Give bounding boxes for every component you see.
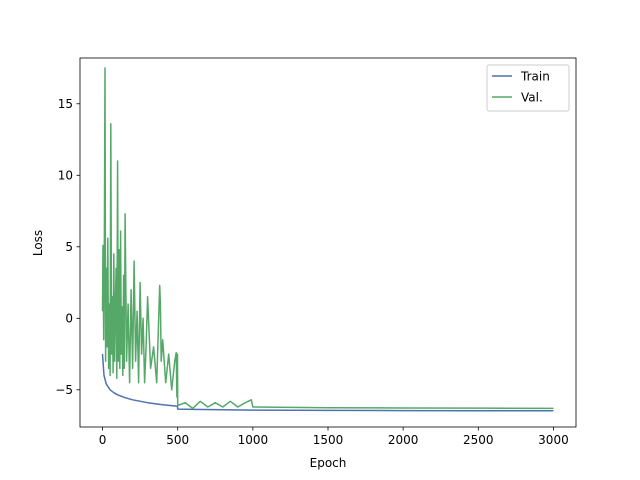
y-tick-label: 5 <box>65 240 73 254</box>
y-tick-label: 0 <box>65 312 73 326</box>
plot-area <box>80 58 576 427</box>
legend-label: Train <box>520 69 550 83</box>
y-axis-label: Loss <box>31 230 45 256</box>
legend-label: Val. <box>521 90 543 104</box>
legend: Train Val. <box>486 64 570 112</box>
y-tick-label: −5 <box>55 383 73 397</box>
series-line-val <box>101 67 554 410</box>
x-tick-label: 1000 <box>238 433 269 447</box>
y-tick-label: 15 <box>58 97 73 111</box>
x-tick-label: 500 <box>166 433 189 447</box>
series-line-train <box>101 354 554 412</box>
x-tick-label: 2000 <box>388 433 419 447</box>
x-axis-label: Epoch <box>310 456 347 470</box>
x-tick-label: 0 <box>99 433 107 447</box>
x-tick-label: 2500 <box>463 433 494 447</box>
y-tick-label: 10 <box>58 169 73 183</box>
x-tick-label: 1500 <box>313 433 344 447</box>
x-tick-label: 3000 <box>538 433 569 447</box>
